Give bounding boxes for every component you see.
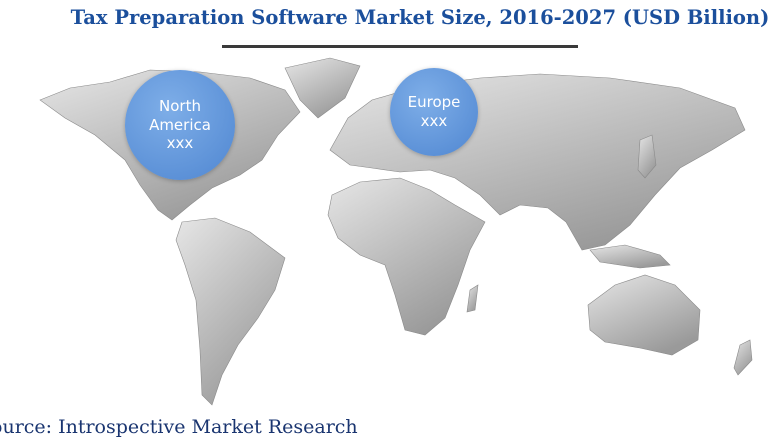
title: Tax Preparation Software Market Size, 20…	[70, 6, 770, 29]
south-america	[175, 217, 286, 406]
madagascar	[466, 284, 479, 313]
region-bubble: Europe xxx	[390, 68, 478, 156]
africa	[327, 177, 486, 336]
australia	[587, 274, 701, 356]
southeast-asia	[589, 244, 671, 269]
new-zealand	[733, 339, 753, 376]
region-name: North America	[149, 96, 211, 134]
title-underline	[222, 45, 578, 48]
japan	[637, 134, 657, 179]
source-note: Source: Introspective Market Research	[0, 416, 358, 438]
region-value: xxx	[420, 112, 448, 130]
greenland	[284, 57, 361, 119]
region-name: Europe	[407, 93, 461, 112]
region-value: xxx	[166, 134, 194, 153]
region-bubble: North America xxx	[125, 70, 235, 180]
